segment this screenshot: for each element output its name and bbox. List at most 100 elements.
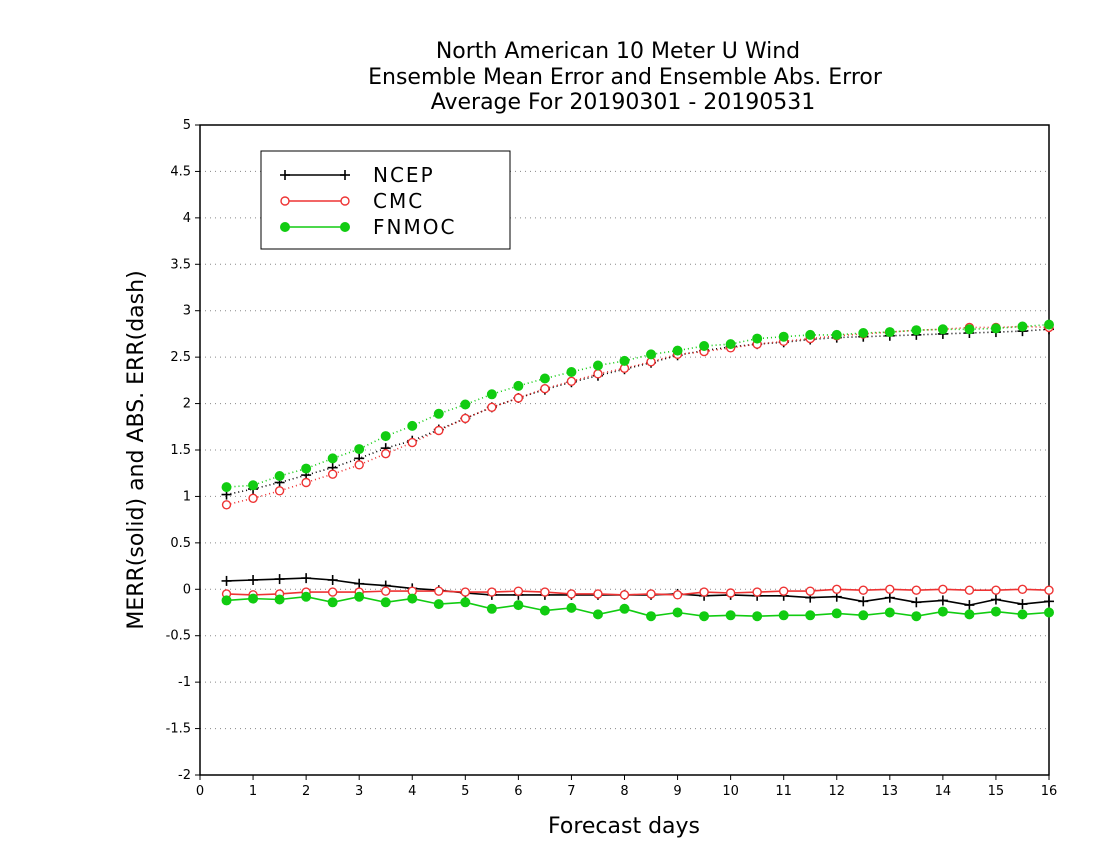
abs-err-point-fnmoc xyxy=(937,324,948,335)
abs-err-line-ncep xyxy=(226,328,1050,496)
merr-point-cmc xyxy=(832,584,842,594)
y-tick-label: -1 xyxy=(178,675,191,690)
x-axis-label: Forecast days xyxy=(548,814,700,839)
merr-point-fnmoc xyxy=(486,603,497,614)
x-tick-label: 9 xyxy=(673,784,681,799)
merr-point-cmc xyxy=(911,585,922,595)
merr-point-cmc xyxy=(513,586,524,596)
abs-err-point-fnmoc xyxy=(486,389,497,400)
merr-point-cmc xyxy=(885,584,895,594)
y-tick-label: -0.5 xyxy=(166,629,191,644)
abs-err-point-cmc xyxy=(354,460,364,470)
merr-point-cmc xyxy=(593,589,603,599)
legend-marker-cmc xyxy=(280,196,290,206)
merr-point-cmc xyxy=(646,589,656,599)
abs-err-point-fnmoc xyxy=(619,355,630,366)
abs-err-point-cmc xyxy=(407,437,417,448)
abs-err-point-cmc xyxy=(248,493,258,503)
merr-point-fnmoc xyxy=(513,600,524,611)
merr-point-fnmoc xyxy=(646,611,657,622)
chart-title: North American 10 Meter U Wind Ensemble … xyxy=(368,39,883,115)
abs-err-point-cmc xyxy=(381,449,391,459)
x-tick-label: 10 xyxy=(722,784,739,799)
abs-err-point-fnmoc xyxy=(248,480,259,491)
abs-err-point-fnmoc xyxy=(725,339,736,350)
x-tick-label: 0 xyxy=(196,784,204,799)
abs-err-point-fnmoc xyxy=(752,333,763,344)
y-tick-label: 4.5 xyxy=(170,164,191,179)
abs-err-point-cmc xyxy=(460,413,471,424)
y-tick-label: 5 xyxy=(183,118,191,133)
merr-point-cmc xyxy=(327,587,338,597)
merr-point-fnmoc xyxy=(805,610,816,621)
y-tick-label: 0.5 xyxy=(170,536,191,551)
abs-err-point-fnmoc xyxy=(592,360,603,371)
merr-point-fnmoc xyxy=(566,602,577,613)
merr-point-cmc xyxy=(672,590,683,600)
merr-point-ncep xyxy=(911,597,922,608)
abs-err-point-fnmoc xyxy=(911,325,922,336)
legend-label-fnmoc: FNMOC xyxy=(373,215,456,239)
abs-err-point-fnmoc xyxy=(354,444,365,455)
abs-err-point-fnmoc xyxy=(221,482,232,493)
y-tick-label: 2 xyxy=(183,397,191,412)
abs-err-point-cmc xyxy=(566,376,577,386)
merr-point-cmc xyxy=(991,585,1001,595)
abs-err-point-fnmoc xyxy=(831,329,842,340)
merr-point-fnmoc xyxy=(778,610,789,621)
abs-err-point-fnmoc xyxy=(407,420,418,431)
abs-err-point-fnmoc xyxy=(699,341,710,351)
merr-point-fnmoc xyxy=(699,611,710,622)
merr-point-fnmoc xyxy=(539,605,550,616)
merr-point-fnmoc xyxy=(460,597,471,608)
abs-err-point-cmc xyxy=(513,393,524,403)
merr-point-fnmoc xyxy=(619,603,630,614)
abs-err-point-cmc xyxy=(221,500,232,510)
merr-point-fnmoc xyxy=(884,607,895,618)
x-tick-label: 7 xyxy=(567,784,575,799)
grid xyxy=(200,170,1049,730)
merr-point-fnmoc xyxy=(327,597,338,608)
abs-err-point-cmc xyxy=(327,469,338,479)
merr-point-ncep xyxy=(354,578,365,589)
abs-err-point-fnmoc xyxy=(646,349,657,360)
merr-point-cmc xyxy=(1044,585,1054,595)
x-tick-label: 15 xyxy=(988,784,1005,799)
merr-point-fnmoc xyxy=(221,595,232,606)
merr-point-fnmoc xyxy=(301,591,312,602)
merr-point-fnmoc xyxy=(911,611,922,622)
legend-label-cmc: CMC xyxy=(373,189,424,213)
abs-err-point-fnmoc xyxy=(884,327,895,338)
abs-err-point-fnmoc xyxy=(990,323,1001,334)
abs-err-point-cmc xyxy=(487,402,497,412)
x-tick-label: 2 xyxy=(302,784,310,799)
merr-point-ncep xyxy=(221,575,232,586)
x-tick-label: 3 xyxy=(355,784,363,799)
abs-err-point-cmc xyxy=(434,425,444,436)
abs-err-point-fnmoc xyxy=(460,399,471,410)
merr-point-ncep xyxy=(248,575,259,585)
y-tick-label: 1 xyxy=(183,489,191,504)
legend-marker-fnmoc xyxy=(280,222,290,232)
merr-point-fnmoc xyxy=(380,597,391,608)
axis-ticks: -2-1.5-1-0.500.511.522.533.544.550 1 2 3 4 5 6… xyxy=(166,118,1058,799)
merr-point-ncep xyxy=(990,594,1001,605)
merr-point-ncep xyxy=(964,600,975,611)
abs-err-point-fnmoc xyxy=(858,328,869,338)
merr-point-fnmoc xyxy=(354,591,365,602)
legend-marker-cmc xyxy=(340,196,350,206)
merr-point-fnmoc xyxy=(248,593,259,604)
merr-point-fnmoc xyxy=(592,609,603,620)
abs-err-point-fnmoc xyxy=(301,463,312,474)
abs-err-point-cmc xyxy=(593,369,603,379)
merr-point-ncep xyxy=(301,573,312,584)
title-line-3: Average For 20190301 - 20190531 xyxy=(431,90,816,115)
y-axis-label: MERR(solid) and ABS. ERR(dash) xyxy=(124,270,149,629)
merr-point-fnmoc xyxy=(1017,609,1028,620)
x-tick-label: 6 xyxy=(514,784,522,799)
abs-err-point-fnmoc xyxy=(380,431,391,442)
abs-err-line-fnmoc xyxy=(226,323,1050,488)
abs-err-point-fnmoc xyxy=(539,373,550,384)
